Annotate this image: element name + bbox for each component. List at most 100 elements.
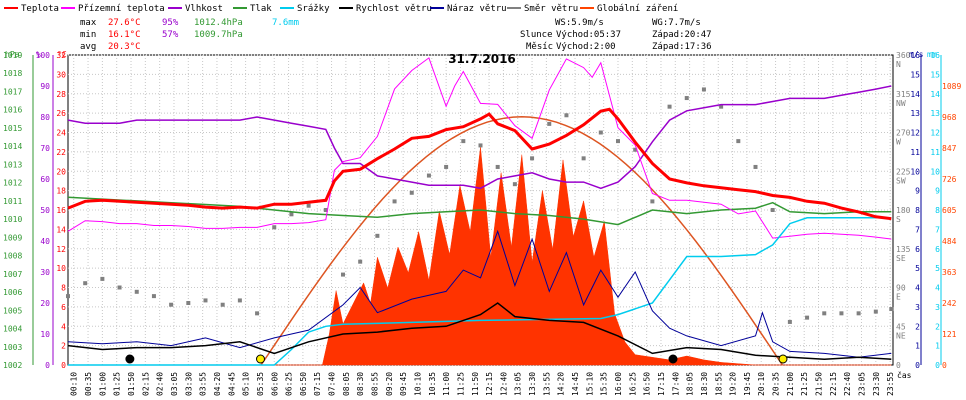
axis-wind-tick: 0: [915, 361, 920, 370]
event-marker: [778, 354, 788, 364]
axis-humidity-tick: 60: [40, 175, 50, 184]
axis-rain-tick: 11: [930, 148, 940, 157]
series-wind-direction-point: [581, 156, 586, 161]
axis-temperature-tick: 4: [61, 322, 66, 331]
series-wind-direction-point: [512, 182, 517, 187]
axis-temperature-tick: 16: [56, 206, 66, 215]
x-tick-label: 03:30: [184, 372, 193, 396]
axis-direction-cardinal: W: [896, 138, 901, 147]
axis-rain-tick: 2: [935, 322, 940, 331]
axis-direction-tick: 90: [896, 284, 906, 293]
axis-wind-tick: 16: [910, 51, 920, 60]
stats-avg-temp: 20.3°C: [108, 42, 141, 52]
axis-direction-cardinal: NW: [896, 99, 906, 108]
axis-pressure-tick: 1008: [3, 252, 22, 261]
x-tick-label: 14:45: [571, 372, 580, 396]
axis-radiation-tick: 121: [942, 330, 957, 339]
x-tick-label: 13:05: [514, 372, 523, 396]
legend-label: Teplota: [21, 4, 59, 14]
x-tick-label: 11:00: [442, 372, 451, 396]
axis-wind-tick: 4: [915, 284, 920, 293]
axis-wind-tick: 3: [915, 303, 920, 312]
axis-rain-tick: 6: [935, 245, 940, 254]
series-temperature: [67, 107, 892, 221]
axis-direction-cardinal: S: [896, 215, 901, 224]
x-tick-label: 18:55: [714, 372, 723, 396]
axis-radiation-tick: 484: [942, 237, 957, 246]
x-tick-label: 16:50: [643, 372, 652, 396]
axis-wind-tick: 10: [910, 167, 920, 176]
axis-temperature-unit: °C: [57, 50, 67, 59]
x-tick-label: 21:25: [800, 372, 809, 396]
series-wind-direction-point: [770, 208, 775, 212]
legend-label: Náraz větru: [447, 4, 507, 14]
x-tick-label: 17:15: [657, 372, 666, 396]
x-tick-label: 18:05: [686, 372, 695, 396]
series-wind-direction-point: [650, 199, 655, 204]
axis-temperature-tick: 10: [56, 264, 66, 273]
series-wind-speed: [67, 302, 892, 360]
axis-temperature-tick: 24: [56, 129, 66, 138]
x-tick-label: 04:20: [213, 372, 222, 396]
x-tick-label: 22:40: [843, 372, 852, 396]
series-wind-direction-point: [323, 208, 328, 212]
x-tick-label: 08:30: [356, 372, 365, 396]
axis-radiation-tick: 1089: [942, 82, 961, 91]
series-wind-direction-point: [564, 113, 569, 118]
series-wind-direction-point: [461, 139, 466, 144]
series-wind-direction-point: [633, 147, 638, 152]
axis-pressure-tick: 1010: [3, 215, 22, 224]
series-wind-direction-point: [598, 130, 603, 135]
x-tick-label: 14:20: [557, 372, 566, 396]
axis-direction-cardinal: N: [896, 60, 901, 69]
stats-max-temp: 27.6°C: [108, 18, 141, 28]
series-wind-direction-point: [839, 311, 844, 316]
axis-wind-tick: 5: [915, 264, 920, 273]
series-wind-direction-point: [684, 96, 689, 101]
series-wind-direction-point: [306, 203, 311, 208]
x-tick-label: 03:55: [199, 372, 208, 396]
x-tick-label: 20:35: [772, 372, 781, 396]
axis-direction-tick: 270: [896, 129, 911, 138]
x-tick-label: 19:45: [743, 372, 752, 396]
x-axis-label: čas: [897, 370, 912, 380]
axis-pressure-tick: 1009: [3, 233, 22, 242]
stats-min-press: 1009.7hPa: [194, 30, 243, 40]
stats-min-temp: 16.1°C: [108, 30, 141, 40]
axis-pressure-tick: 1015: [3, 124, 22, 133]
axis-wind-tick: 2: [915, 322, 920, 331]
axis-wind-tick: 6: [915, 245, 920, 254]
axis-pressure-tick: 1003: [3, 343, 22, 352]
stats-max-label: max: [80, 18, 97, 28]
x-tick-label: 10:10: [413, 372, 422, 396]
series-wind-direction-point: [255, 311, 260, 316]
series-wind-direction-point: [272, 225, 277, 230]
x-tick-label: 15:35: [600, 372, 609, 396]
x-tick-label: 08:05: [342, 372, 351, 396]
axis-direction-tick: 360: [896, 51, 911, 60]
axis-temperature-tick: 22: [56, 148, 66, 157]
axis-rain-tick: 9: [935, 187, 940, 196]
x-tick-label: 15:10: [585, 372, 594, 396]
axis-temperature-tick: 20: [56, 167, 66, 176]
legend-label: Přízemní teplota: [78, 4, 165, 14]
axis-temperature-tick: 6: [61, 303, 66, 312]
event-marker: [668, 354, 678, 364]
axis-radiation-tick: 605: [942, 206, 957, 215]
axis-humidity-tick: 70: [40, 144, 50, 153]
axis-humidity-tick: 100: [36, 51, 51, 60]
axis-pressure-tick: 1006: [3, 288, 22, 297]
x-tick-label: 12:40: [499, 372, 508, 396]
axis-direction-cardinal: E: [896, 293, 901, 302]
series-wind-direction-point: [83, 281, 88, 286]
series-wind-direction-point: [822, 311, 827, 316]
series-wind-direction-point: [100, 276, 105, 281]
x-tick-label: 05:10: [242, 372, 251, 396]
axis-wind-tick: 9: [915, 187, 920, 196]
series-wind-direction-point: [169, 302, 174, 307]
sun-set: Západ:20:47: [652, 30, 712, 40]
series-theoretical-radiation: [260, 116, 784, 366]
series-wind-gust: [67, 229, 892, 358]
axis-radiation-tick: 363: [942, 268, 957, 277]
chart-title: 31.7.2016: [448, 52, 516, 66]
